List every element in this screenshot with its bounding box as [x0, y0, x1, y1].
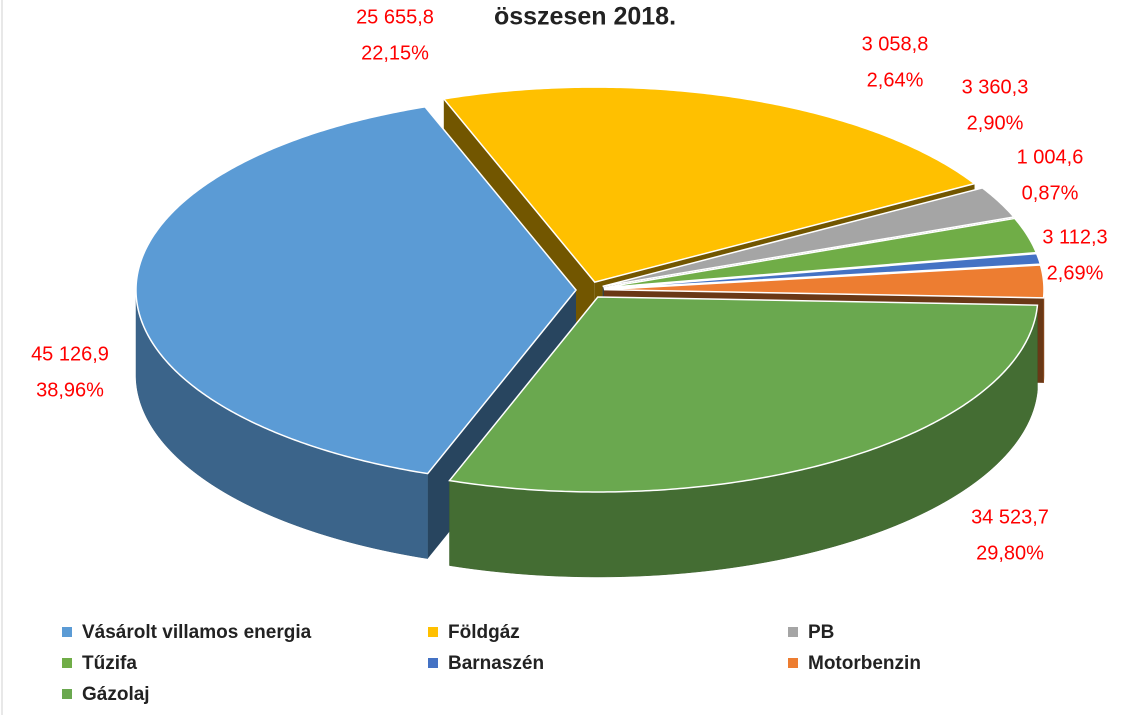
legend-label: Tűzifa	[82, 653, 137, 674]
legend: Vásárolt villamos energia Földgáz PB Tűzifa…	[62, 622, 921, 705]
legend-swatch	[428, 658, 438, 668]
labels: 45 126,9 38,96% 25 655,8 22,15% 3 058,8 2,64%…	[31, 6, 1108, 564]
data-label-value: 1 004,6	[1017, 146, 1084, 168]
legend-swatch	[62, 689, 72, 699]
data-label-value: 25 655,8	[356, 6, 434, 28]
slice	[448, 296, 1039, 493]
data-label-value: 34 523,7	[971, 506, 1049, 528]
data-label-value: 3 058,8	[862, 33, 929, 55]
legend-label: Gázolaj	[82, 684, 150, 705]
data-label-percent: 38,96%	[36, 379, 104, 401]
legend-label: PB	[808, 622, 834, 643]
legend-swatch	[788, 627, 798, 637]
tops	[135, 86, 1045, 493]
chart-title: összesen 2018.	[494, 3, 676, 31]
slice	[603, 264, 1045, 299]
legend-swatch	[62, 627, 72, 637]
legend-label: Földgáz	[448, 622, 520, 643]
data-label-percent: 29,80%	[976, 542, 1044, 564]
data-label-percent: 2,90%	[967, 112, 1024, 134]
data-label-value: 3 112,3	[1042, 226, 1107, 248]
slice	[135, 106, 577, 475]
data-label-value: 3 360,3	[962, 76, 1029, 98]
legend-swatch	[62, 658, 72, 668]
slice	[603, 252, 1042, 290]
data-label-percent: 0,87%	[1022, 182, 1079, 204]
legend-label: Vásárolt villamos energia	[82, 622, 312, 643]
data-label-value: 45 126,9	[31, 343, 109, 365]
legend-swatch	[428, 627, 438, 637]
slice	[602, 187, 1016, 288]
legend-swatch	[788, 658, 798, 668]
legend-label: Motorbenzin	[808, 653, 921, 674]
data-label-percent: 2,69%	[1047, 262, 1104, 284]
legend-label: Barnaszén	[448, 653, 544, 674]
slice	[442, 86, 977, 283]
data-label-percent: 2,64%	[867, 69, 924, 91]
slice	[603, 217, 1038, 289]
data-label-percent: 22,15%	[361, 42, 429, 64]
